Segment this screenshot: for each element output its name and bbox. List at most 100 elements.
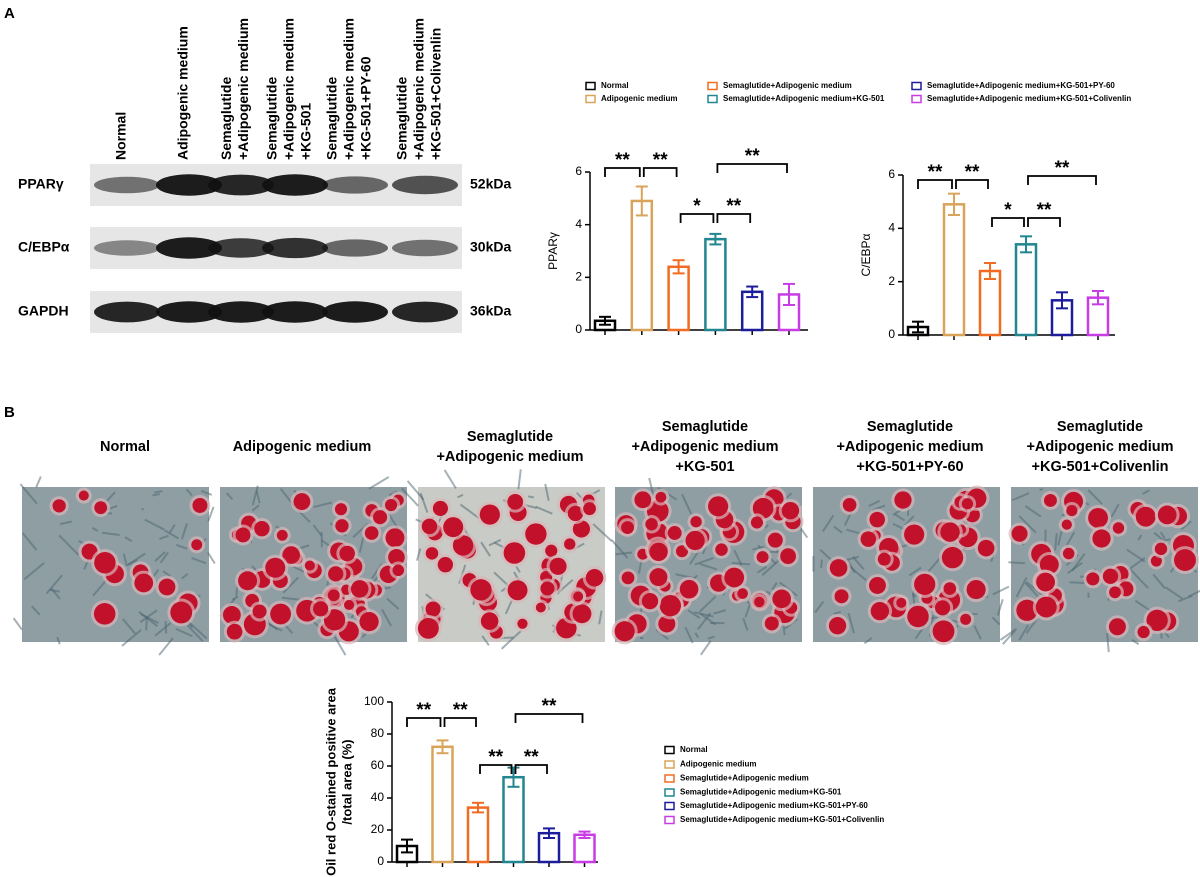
fiber bbox=[504, 599, 514, 615]
fiber bbox=[159, 551, 169, 564]
lipid bbox=[1043, 493, 1057, 507]
fiber bbox=[752, 545, 765, 551]
error-bar bbox=[984, 262, 996, 280]
lipid bbox=[960, 613, 972, 625]
lane-label: +Adipogenic medium bbox=[235, 18, 251, 160]
fiber bbox=[696, 612, 712, 631]
legend-swatch bbox=[911, 81, 922, 91]
legend-swatch bbox=[664, 745, 675, 755]
lipid bbox=[1150, 555, 1162, 567]
fiber bbox=[481, 635, 490, 646]
fiber bbox=[49, 588, 60, 593]
lipid bbox=[282, 546, 300, 564]
fiber bbox=[1025, 618, 1038, 634]
fiber bbox=[1002, 630, 1016, 645]
legend-label: Semaglutide+Adipogenic medium+KG-501+PY-… bbox=[927, 81, 1115, 90]
significance-label: ** bbox=[542, 696, 557, 717]
error-bar bbox=[472, 801, 484, 814]
fiber bbox=[1018, 624, 1030, 641]
fiber bbox=[45, 574, 63, 595]
lipid bbox=[1092, 529, 1111, 548]
fiber bbox=[35, 476, 42, 488]
fiber bbox=[92, 578, 109, 597]
y-tick-label: 6 bbox=[888, 167, 895, 181]
lipid bbox=[276, 529, 288, 541]
y-tick-label: 6 bbox=[575, 164, 582, 178]
y-tick-label: 0 bbox=[575, 322, 582, 336]
lipid bbox=[1108, 618, 1126, 636]
fiber bbox=[846, 528, 861, 535]
error-bar bbox=[507, 766, 520, 788]
lipid bbox=[191, 539, 203, 551]
lipid bbox=[304, 560, 315, 571]
fiber bbox=[401, 487, 419, 507]
fiber bbox=[1180, 520, 1192, 531]
lipid bbox=[934, 600, 951, 616]
fiber bbox=[544, 483, 550, 501]
fiber bbox=[1018, 515, 1037, 534]
y-axis-label: /total area (%) bbox=[339, 739, 354, 824]
fiber bbox=[56, 636, 61, 645]
lipid bbox=[335, 519, 349, 533]
panel-label: A bbox=[4, 5, 15, 22]
lipid bbox=[392, 564, 405, 577]
fiber bbox=[764, 524, 769, 529]
lipid bbox=[1061, 519, 1072, 530]
significance-bracket bbox=[443, 717, 477, 727]
lipid bbox=[425, 547, 439, 560]
blot-band bbox=[156, 237, 222, 259]
legend-swatch bbox=[664, 788, 675, 797]
fiber bbox=[207, 506, 215, 522]
lipid bbox=[265, 557, 286, 578]
lipid bbox=[896, 597, 907, 608]
lipid bbox=[737, 588, 748, 599]
lipid bbox=[1109, 586, 1121, 599]
fiber bbox=[138, 610, 159, 628]
protein-label: C/EBPα bbox=[18, 239, 70, 255]
fiber bbox=[185, 488, 193, 497]
lipid bbox=[1016, 599, 1038, 621]
fiber bbox=[488, 538, 502, 547]
fiber bbox=[59, 520, 73, 526]
fiber bbox=[386, 597, 400, 610]
lipid bbox=[545, 544, 558, 557]
lipid bbox=[767, 532, 783, 548]
significance-label: ** bbox=[416, 700, 431, 721]
lipid bbox=[649, 542, 668, 562]
blot-band bbox=[94, 301, 160, 323]
fiber bbox=[999, 627, 1018, 641]
significance-bracket bbox=[716, 213, 752, 223]
y-tick-label: 4 bbox=[575, 217, 582, 231]
fiber bbox=[698, 595, 717, 613]
fiber bbox=[313, 501, 332, 509]
lane-label: +Adipogenic medium bbox=[341, 18, 357, 160]
fiber bbox=[648, 477, 655, 496]
lipid bbox=[525, 523, 547, 545]
panel-label: B bbox=[4, 404, 15, 421]
lipid bbox=[842, 497, 857, 512]
fiber bbox=[180, 523, 188, 540]
lipid bbox=[1062, 547, 1075, 560]
column-label: Semaglutide bbox=[867, 419, 953, 435]
fiber bbox=[515, 566, 521, 573]
column-label: +KG-501+PY-60 bbox=[856, 459, 963, 475]
lipid bbox=[1102, 568, 1119, 584]
legend-swatch bbox=[911, 94, 922, 104]
significance-label: ** bbox=[453, 700, 468, 721]
lipid bbox=[752, 497, 774, 519]
fiber bbox=[868, 499, 881, 507]
fiber bbox=[1057, 531, 1063, 546]
protein-label: GAPDH bbox=[18, 303, 69, 319]
fiber bbox=[251, 485, 259, 506]
column-label: +Adipogenic medium bbox=[631, 439, 778, 455]
lipid bbox=[507, 580, 528, 601]
blot-band bbox=[392, 239, 458, 257]
y-axis-label: Oil red O-stained positive area bbox=[323, 687, 338, 876]
blot-band bbox=[392, 301, 458, 323]
lipid bbox=[384, 499, 398, 512]
lipid bbox=[941, 546, 964, 569]
fiber bbox=[91, 527, 99, 532]
significance-bracket bbox=[1027, 217, 1061, 227]
fiber bbox=[154, 551, 166, 562]
significance-label: ** bbox=[524, 747, 539, 768]
